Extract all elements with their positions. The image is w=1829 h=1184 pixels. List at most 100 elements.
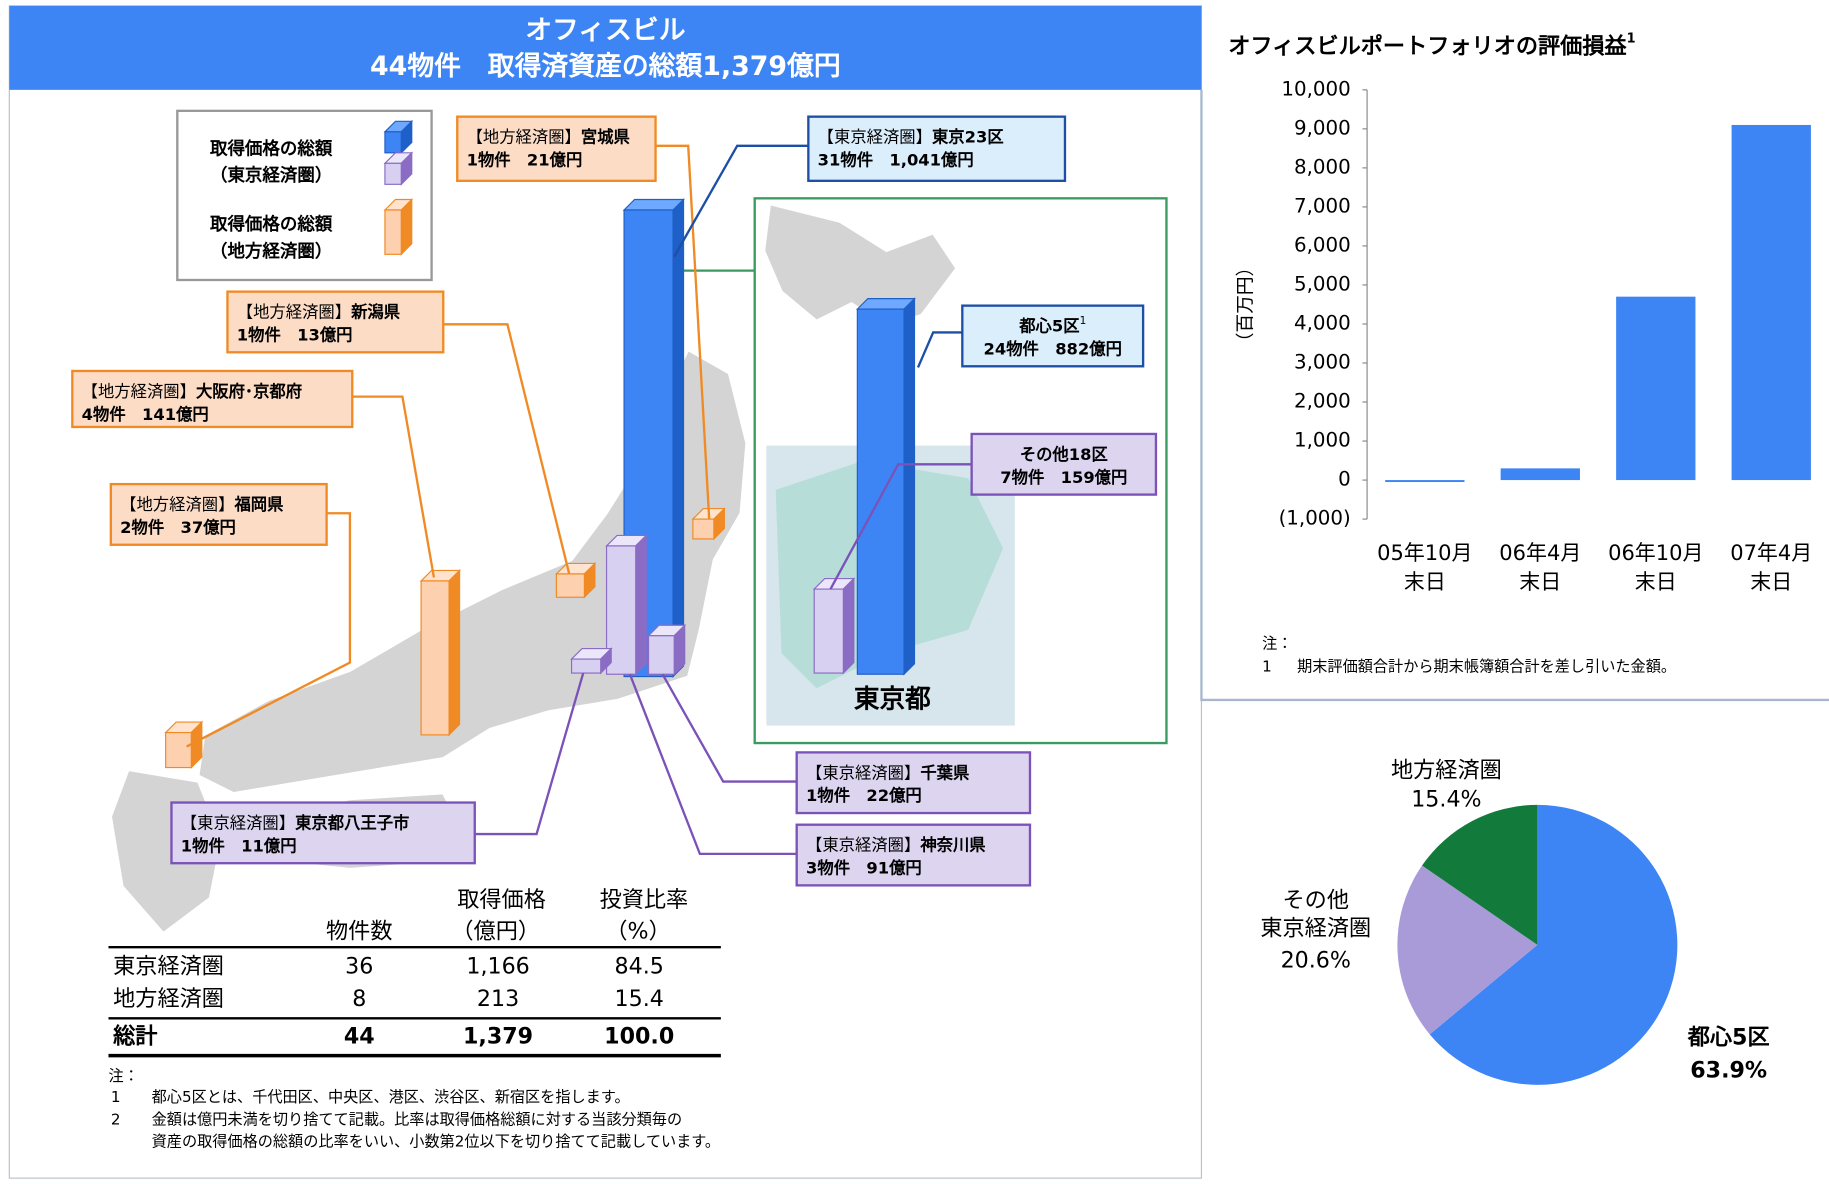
bar [1385, 480, 1465, 483]
leader-line [655, 144, 711, 520]
table-header: 投資比率 [600, 887, 689, 913]
pie-value-label: 20.6% [1281, 948, 1351, 974]
x-tick-label: 06年4月末日 [1499, 541, 1581, 594]
callout-box [795, 751, 1032, 815]
legend-line: 取得価格の総額 [210, 214, 333, 235]
notes-heading: 注： [108, 1067, 138, 1085]
x-tick-label: 06年10月末日 [1608, 541, 1703, 594]
y-tick-label: 7,000 [1294, 194, 1351, 217]
map-bar [555, 573, 585, 598]
callout-box [961, 304, 1145, 368]
map-bar [384, 131, 402, 154]
callout-detail: 7物件 159億円 [1000, 468, 1127, 487]
callout-title: 【東京経済圏】千葉県 [806, 763, 969, 782]
table-total: 44 [344, 1024, 375, 1050]
callout-box [109, 482, 328, 546]
note-text: 資産の取得価格の総額の比率をいい、小数第2位以下を切り捨てて記載しています。 [152, 1132, 720, 1150]
table-header: 物件数 [326, 919, 392, 945]
callout-region: 【地方経済圏】 [82, 381, 196, 400]
callout-name: 新潟県 [350, 302, 400, 321]
table-cell: 213 [477, 986, 519, 1012]
map-bar [647, 635, 675, 675]
map-bar-side [842, 577, 855, 675]
pie-slice [1422, 804, 1538, 945]
y-tick-label: 4,000 [1294, 311, 1351, 334]
callout-detail: 1物件 13億円 [237, 325, 353, 344]
callout-name: 福岡県 [233, 495, 283, 514]
legend-line: （地方経済圏） [210, 241, 332, 262]
callout-box [226, 290, 445, 354]
map-bar-side [635, 534, 647, 676]
y-tick-label: 6,000 [1294, 233, 1351, 256]
x-tick-label: 05年10月末日 [1377, 541, 1472, 594]
callout-name: 大阪府･京都府 [196, 381, 302, 400]
callout-name: 都心5区 [1018, 316, 1079, 335]
callout-box [71, 369, 354, 429]
y-axis-label: （百万円） [1235, 258, 1256, 351]
callout-box [795, 823, 1032, 887]
map-bar [420, 580, 450, 736]
callout-detail: 1物件 21億円 [467, 150, 583, 169]
callout-detail: 2物件 37億円 [120, 518, 236, 537]
tokyo-frame [753, 197, 1168, 745]
y-tick-label: 0 [1338, 468, 1351, 491]
chart-note-number: 1 [1262, 658, 1272, 676]
note-number: 2 [111, 1110, 121, 1128]
map-bar-side [448, 569, 461, 737]
callout-sup: 1 [1080, 315, 1087, 327]
callout-box [807, 115, 1067, 182]
callout-detail: 1物件 22億円 [806, 786, 922, 805]
callout-name: 東京23区 [932, 127, 1004, 146]
y-tick-label: 5,000 [1294, 272, 1351, 295]
callout-title: 【地方経済圏】大阪府･京都府 [82, 381, 302, 400]
notes: 注： 1 都心5区とは、千代田区、中央区、港区、渋谷区、新宿区を指します。 2 金額は… [108, 1067, 720, 1150]
callout-title: 【地方経済圏】宮城県 [467, 127, 630, 146]
callout-region: 【地方経済圏】 [467, 127, 581, 146]
right-panel-border [1200, 89, 1829, 702]
x-tick-label: 07年4月末日 [1730, 541, 1812, 594]
callout-name: 宮城県 [581, 127, 630, 146]
map-bar [856, 308, 905, 675]
callout-title: 【東京経済圏】東京23区 [818, 127, 1004, 146]
leader-line [443, 323, 571, 575]
callout-region: 【東京経済圏】 [181, 813, 295, 832]
table-cell: 15.4 [615, 986, 664, 1012]
legend-line: 取得価格の総額 [210, 138, 333, 159]
table-header: （%） [605, 919, 670, 945]
callout-region: 【東京経済圏】 [806, 763, 920, 782]
y-tick-label: (1,000) [1279, 507, 1351, 530]
callout-title: 【地方経済圏】福岡県 [120, 495, 283, 514]
y-tick-label: 9,000 [1294, 116, 1351, 139]
legend-line: （東京経済圏） [210, 165, 332, 186]
bar [1500, 468, 1580, 481]
callout-box [970, 432, 1158, 496]
chart-title-text: オフィスビルポートフォリオの評価損益 [1228, 33, 1627, 59]
table-total: 1,379 [463, 1024, 533, 1050]
pie-label: その他東京経済圏 [1260, 887, 1371, 941]
header-bar [9, 5, 1202, 90]
callout-name: その他18区 [1020, 444, 1108, 463]
callout-title: 【地方経済圏】新潟県 [237, 302, 400, 321]
y-tick-label: 2,000 [1294, 390, 1351, 413]
pie-label: 都心5区 [1687, 1025, 1770, 1051]
summary-table: 物件数 取得価格 （億円） 投資比率 （%） [108, 887, 721, 1058]
chart-title: オフィスビルポートフォリオの評価損益1 [1228, 31, 1635, 59]
inset-label: 東京都 [854, 684, 931, 714]
pie-label: 地方経済圏 [1391, 758, 1502, 784]
callout-detail: 1物件 11億円 [181, 836, 297, 855]
map-bar [570, 658, 602, 674]
chart-note-heading: 注： [1262, 634, 1292, 652]
table-cell: 84.5 [615, 954, 664, 980]
y-tick-label: 1,000 [1294, 429, 1351, 452]
leader-line [186, 512, 352, 748]
map-bar-side [672, 198, 685, 678]
callout-box [170, 801, 476, 865]
map-bar [692, 518, 715, 540]
pie-slice [1397, 865, 1538, 1035]
leader-line [628, 673, 797, 856]
table-cell: 地方経済圏 [113, 986, 224, 1012]
chart-title-sup: 1 [1627, 31, 1636, 46]
bar [1616, 296, 1696, 481]
note-text: 都心5区とは、千代田区、中央区、港区、渋谷区、新宿区を指します。 [152, 1088, 630, 1106]
